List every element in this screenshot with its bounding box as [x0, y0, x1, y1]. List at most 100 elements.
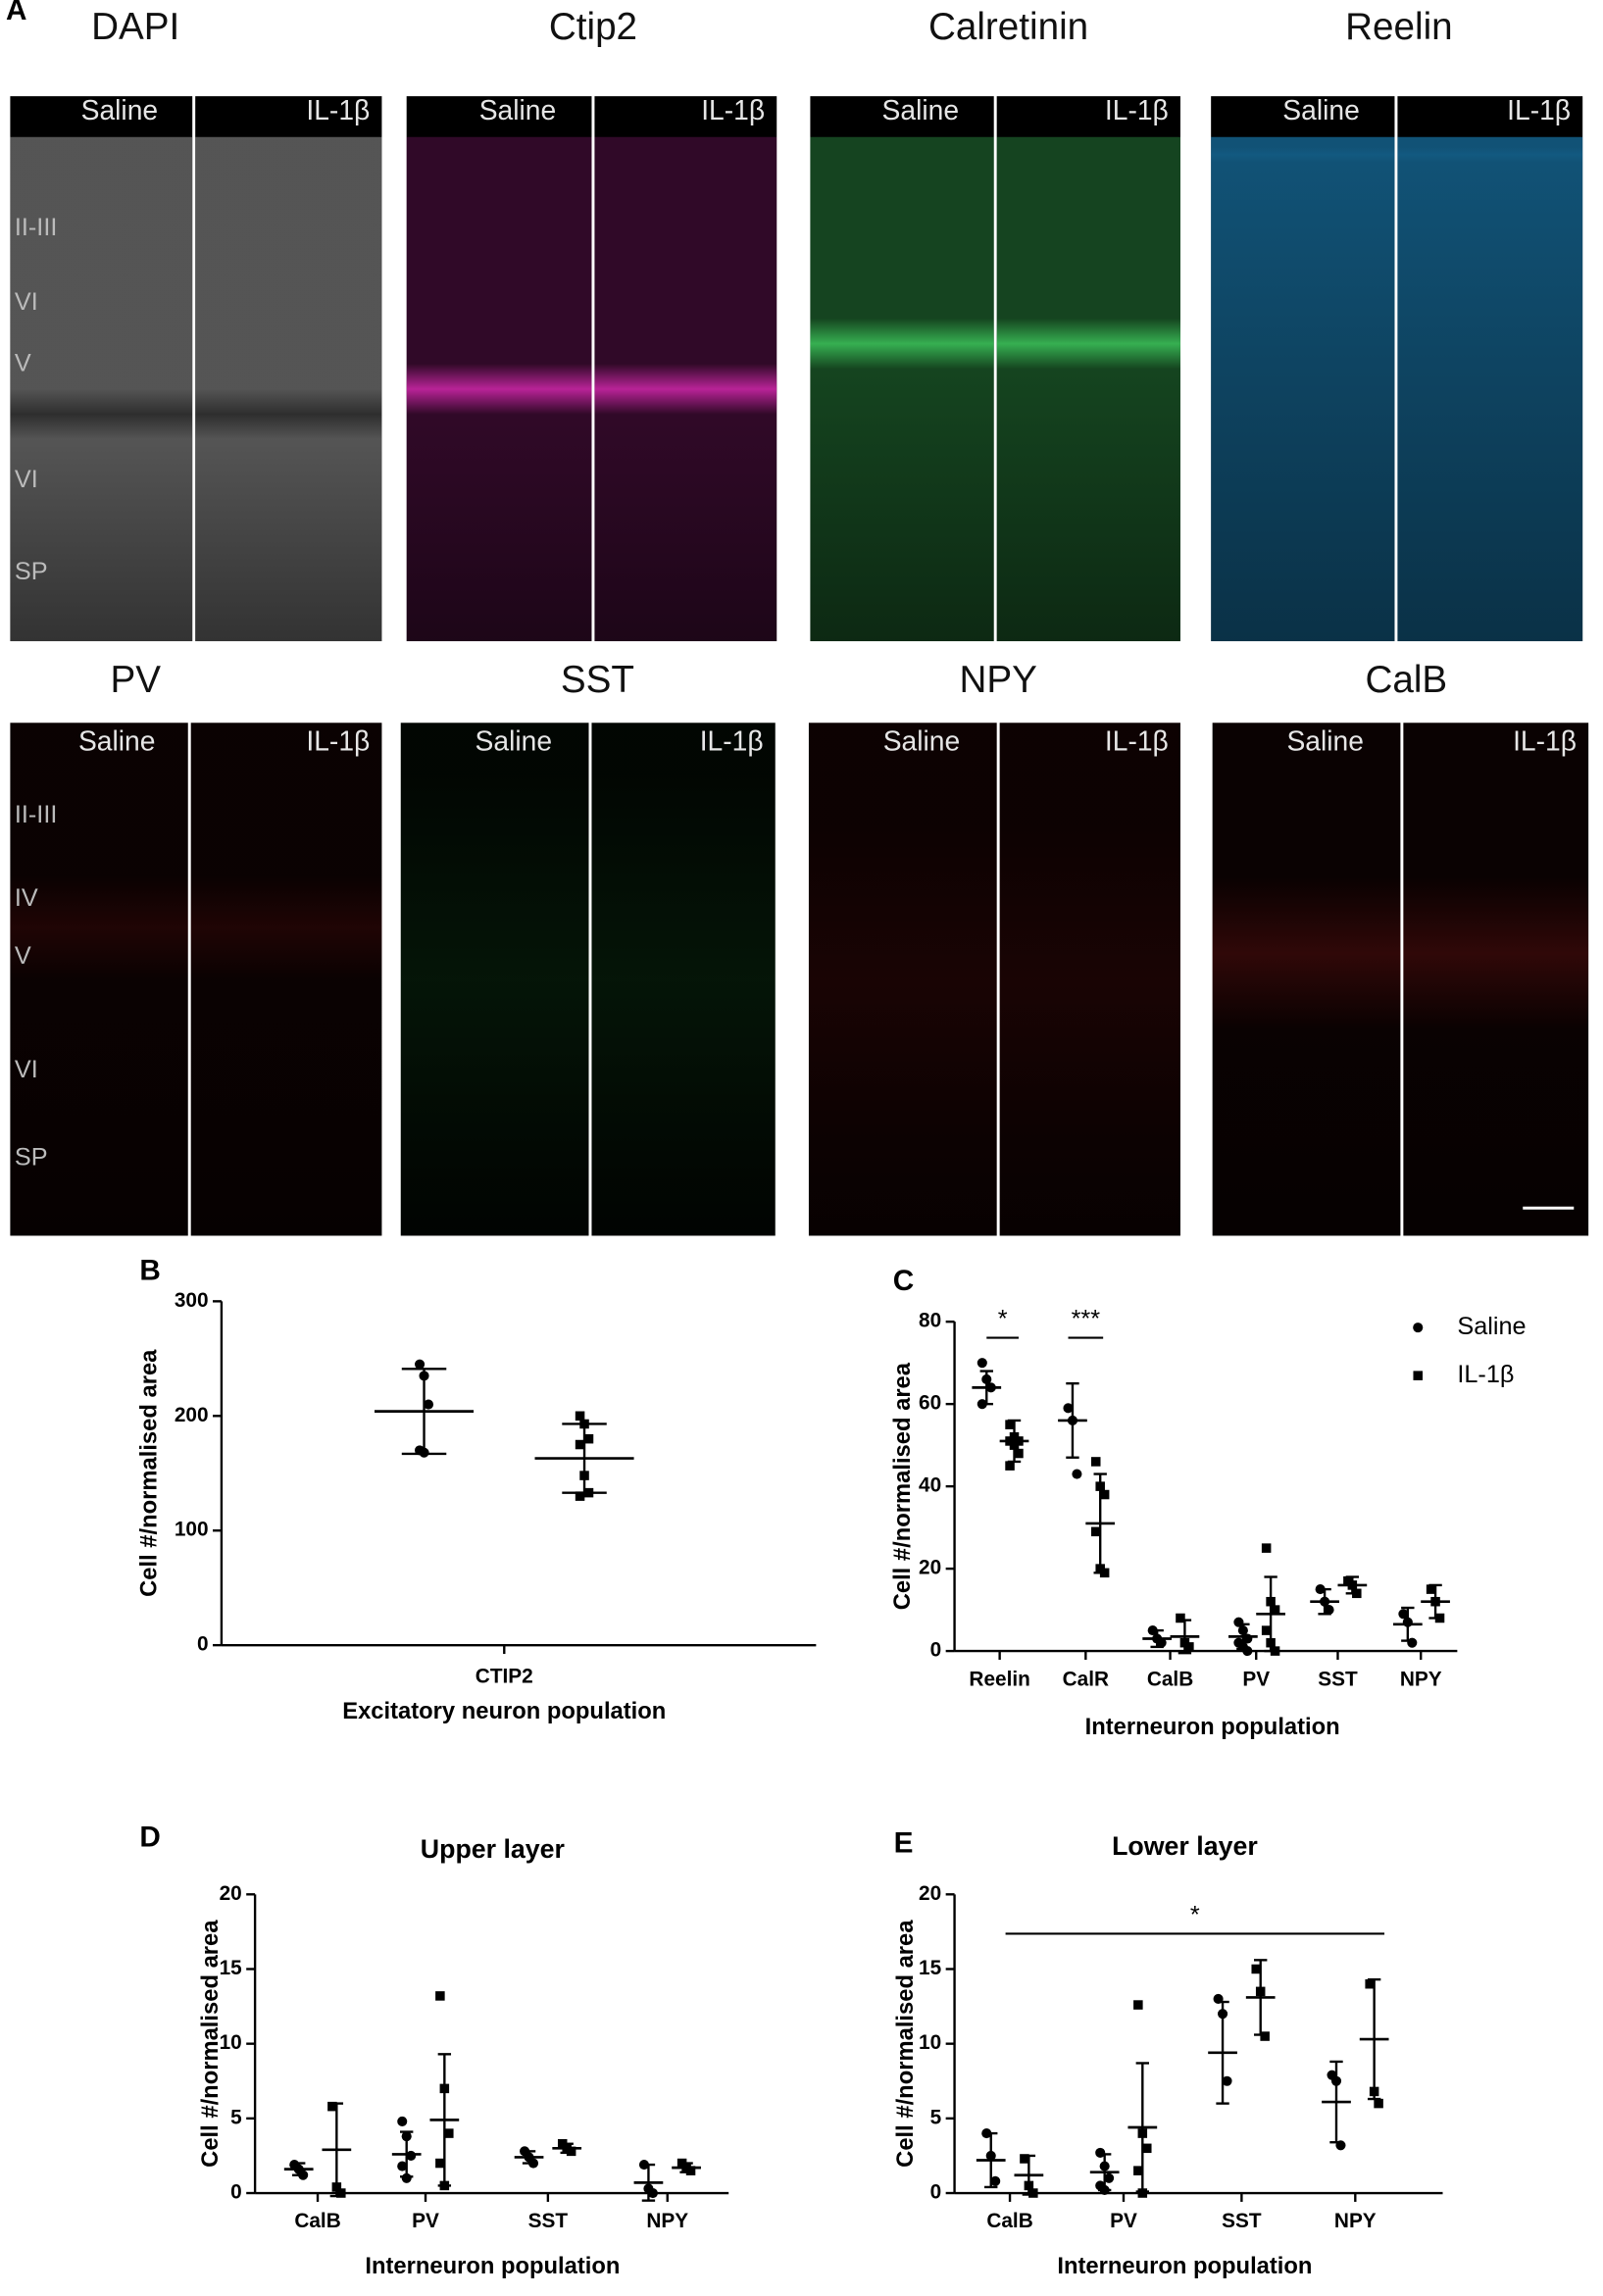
- y-tick-label: 20: [919, 1557, 941, 1579]
- y-tick-label: 40: [919, 1474, 941, 1497]
- data-point: [575, 1439, 585, 1450]
- data-point: [1176, 1613, 1185, 1623]
- image-title: Calretinin: [928, 6, 1088, 48]
- x-tick-label: Reelin: [969, 1668, 1029, 1690]
- data-point: [1072, 1469, 1082, 1479]
- micrograph-signal: [1397, 136, 1583, 642]
- data-point: [1260, 2031, 1270, 2041]
- image-title: Ctip2: [549, 6, 637, 48]
- x-tick-label: PV: [412, 2210, 439, 2232]
- micrograph-signal: [400, 723, 589, 1236]
- data-point: [1156, 1637, 1167, 1648]
- y-tick-label: 10: [220, 2031, 242, 2054]
- data-point: [444, 2128, 454, 2138]
- layer-label: SP: [15, 558, 48, 585]
- layer-label: II-III: [15, 214, 58, 241]
- y-tick-label: 0: [930, 2181, 942, 2204]
- data-point: [1142, 2143, 1152, 2154]
- significance-label: ***: [1072, 1305, 1101, 1332]
- y-axis-label: Cell #/normalised area: [892, 1920, 919, 2168]
- y-tick-label: 0: [197, 1633, 209, 1656]
- legend-label: IL-1β: [1457, 1361, 1514, 1388]
- image-title: DAPI: [91, 6, 179, 48]
- data-point: [1090, 1457, 1101, 1467]
- data-point: [1413, 1371, 1423, 1380]
- data-point: [1099, 1489, 1110, 1500]
- significance-label: *: [1190, 1901, 1200, 1928]
- data-point: [1020, 2154, 1029, 2164]
- y-tick-label: 60: [919, 1392, 941, 1415]
- data-point: [1270, 1605, 1280, 1615]
- micrograph-signal: [406, 136, 592, 642]
- data-point: [1413, 1323, 1424, 1333]
- condition-label: IL-1β: [700, 725, 764, 757]
- micrograph-signal: [999, 723, 1180, 1236]
- data-point: [327, 2101, 337, 2112]
- micrograph-signal: [10, 723, 188, 1236]
- data-point: [1133, 2166, 1143, 2175]
- image-title: SST: [561, 659, 634, 701]
- condition-label: Saline: [883, 725, 961, 757]
- data-point: [1426, 1584, 1436, 1594]
- data-point: [1261, 1625, 1272, 1635]
- data-point: [583, 1433, 594, 1444]
- data-point: [1324, 1605, 1334, 1616]
- x-tick-label: NPY: [646, 2210, 688, 2232]
- data-point: [397, 2161, 408, 2171]
- data-point: [1005, 1420, 1015, 1429]
- data-point: [575, 1491, 585, 1501]
- x-axis-label: Interneuron population: [365, 2253, 620, 2279]
- data-point: [1090, 1526, 1101, 1537]
- data-point: [435, 1991, 445, 2001]
- micrograph-signal: [1212, 723, 1401, 1236]
- condition-label: Saline: [81, 94, 159, 125]
- data-point: [575, 1411, 585, 1422]
- data-point: [1222, 2075, 1232, 2086]
- x-tick-label: SST: [1222, 2210, 1262, 2232]
- micrograph-signal: [1211, 136, 1395, 642]
- data-point: [977, 1358, 987, 1369]
- x-tick-label: PV: [1110, 2210, 1137, 2232]
- y-tick-label: 200: [175, 1404, 209, 1426]
- condition-label: Saline: [476, 725, 553, 757]
- x-tick-label: PV: [1242, 1668, 1270, 1690]
- x-tick-label: CTIP2: [476, 1665, 533, 1687]
- x-axis-label: Interneuron population: [1085, 1714, 1340, 1740]
- y-tick-label: 5: [230, 2106, 242, 2128]
- condition-label: Saline: [1282, 94, 1360, 125]
- x-tick-label: CalR: [1063, 1668, 1109, 1690]
- data-point: [1014, 1448, 1024, 1459]
- y-tick-label: 5: [930, 2106, 942, 2128]
- x-tick-label: SST: [1318, 1668, 1358, 1690]
- image-title: Reelin: [1345, 6, 1453, 48]
- data-point: [1028, 2188, 1038, 2198]
- micrograph-signal: [591, 723, 776, 1236]
- x-tick-label: NPY: [1400, 1668, 1442, 1690]
- data-point: [685, 2166, 696, 2175]
- data-point: [1104, 2172, 1115, 2183]
- data-point: [1398, 1609, 1409, 1620]
- y-tick-label: 300: [175, 1289, 209, 1312]
- y-tick-label: 20: [919, 1882, 941, 1905]
- condition-label: IL-1β: [1105, 725, 1169, 757]
- panel-label: E: [894, 1827, 914, 1860]
- layer-label: VI: [15, 288, 38, 316]
- data-point: [397, 2116, 408, 2126]
- condition-label: Saline: [78, 725, 156, 757]
- y-tick-label: 10: [919, 2031, 941, 2054]
- layer-label: V: [15, 942, 31, 970]
- condition-label: IL-1β: [1513, 725, 1577, 757]
- y-axis-label: Cell #/normalised area: [197, 1920, 224, 2168]
- layer-label: VI: [15, 466, 38, 493]
- micrograph-signal: [996, 136, 1180, 642]
- condition-label: IL-1β: [1507, 94, 1571, 125]
- condition-label: Saline: [479, 94, 557, 125]
- data-point: [423, 1399, 434, 1410]
- data-point: [1137, 2188, 1148, 2198]
- layer-label: SP: [15, 1143, 48, 1171]
- panel-label: A: [6, 0, 26, 26]
- data-point: [415, 1359, 426, 1370]
- condition-label: IL-1β: [1105, 94, 1169, 125]
- micrograph-signal: [190, 723, 382, 1236]
